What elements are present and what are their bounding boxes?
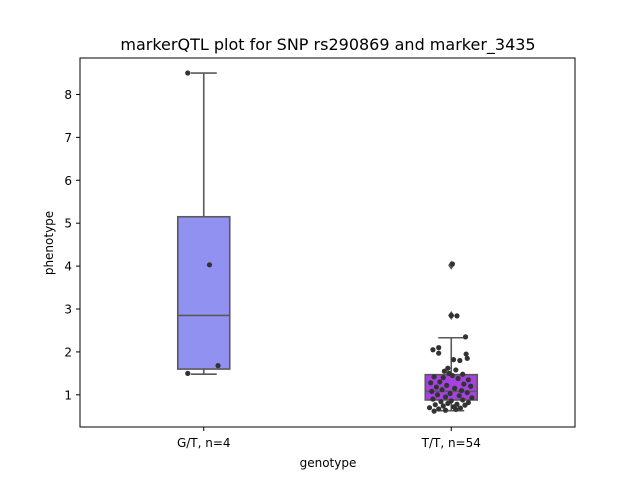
- data-point: [453, 406, 459, 413]
- y-tick-label: 5: [64, 217, 72, 231]
- data-point: [449, 261, 455, 267]
- data-point: [440, 403, 446, 409]
- data-point: [460, 371, 466, 377]
- data-point: [453, 367, 459, 373]
- data-point: [460, 397, 466, 403]
- y-tick-label: 3: [64, 303, 72, 317]
- y-tick-label: 2: [64, 345, 72, 359]
- box-iqr: [176, 215, 231, 370]
- data-point: [454, 313, 460, 319]
- data-point: [465, 377, 472, 383]
- data-point: [461, 381, 467, 387]
- data-point: [185, 70, 191, 76]
- data-point: [457, 357, 463, 364]
- data-point: [463, 351, 469, 357]
- data-point: [447, 390, 453, 397]
- data-point: [439, 387, 445, 393]
- data-point: [206, 262, 213, 268]
- data-point: [426, 405, 433, 411]
- data-point: [445, 400, 451, 407]
- data-point: [436, 350, 442, 356]
- data-point: [464, 390, 470, 396]
- x-tick-label: G/T, n=4: [177, 436, 231, 450]
- data-point: [442, 407, 449, 413]
- data-point: [215, 363, 221, 369]
- data-point: [430, 347, 436, 353]
- data-point: [456, 393, 462, 399]
- y-tick-label: 1: [64, 388, 72, 402]
- data-point: [430, 396, 436, 402]
- y-axis-label: phenotype: [42, 211, 56, 275]
- data-point: [440, 375, 446, 381]
- data-point: [436, 406, 442, 412]
- data-point: [442, 394, 449, 400]
- y-tick-label: 4: [64, 260, 72, 274]
- data-point: [455, 375, 461, 382]
- box-group-1: [176, 70, 231, 376]
- plot-frame: [79, 57, 576, 428]
- data-point: [468, 383, 474, 389]
- data-point: [449, 372, 455, 379]
- data-point: [448, 312, 454, 319]
- x-axis-label: genotype: [300, 456, 357, 470]
- data-point: [185, 370, 191, 376]
- data-point: [444, 382, 450, 388]
- data-point: [433, 384, 439, 390]
- data-point: [452, 385, 458, 391]
- data-point: [450, 357, 457, 363]
- data-point: [436, 345, 442, 351]
- data-point: [432, 402, 438, 408]
- data-point: [462, 334, 469, 340]
- data-point: [429, 388, 435, 394]
- y-tick-label: 7: [64, 131, 72, 145]
- data-point: [458, 387, 465, 394]
- data-point: [434, 392, 441, 398]
- data-point: [437, 379, 443, 385]
- data-point: [445, 365, 451, 371]
- data-point: [464, 355, 470, 361]
- data-point: [462, 402, 468, 408]
- chart-title: markerQTL plot for SNP rs290869 and mark…: [120, 35, 535, 55]
- data-point: [438, 399, 444, 405]
- y-tick-label: 6: [64, 174, 72, 188]
- data-point: [441, 368, 447, 374]
- data-point: [428, 380, 434, 386]
- data-point: [431, 374, 437, 380]
- y-tick-label: 8: [64, 88, 72, 102]
- data-point: [431, 408, 437, 414]
- box-group-2: [424, 260, 479, 414]
- x-tick-label: T/T, n=54: [421, 436, 481, 450]
- data-point: [469, 395, 475, 401]
- data-point: [457, 405, 463, 411]
